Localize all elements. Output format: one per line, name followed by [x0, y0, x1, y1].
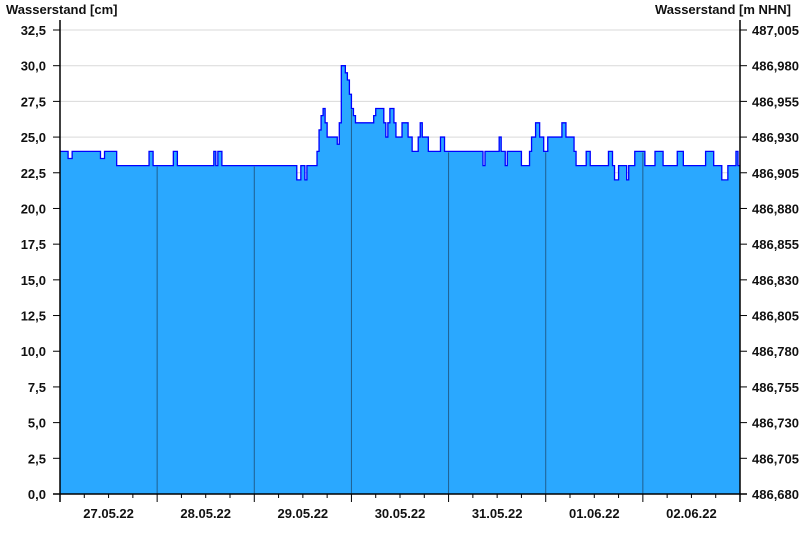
y-tick-label-right: 486,705	[752, 451, 799, 466]
series-line	[60, 65, 740, 181]
y-tick-label-right: 486,955	[752, 94, 799, 109]
y-tick-label-right: 486,980	[752, 59, 799, 74]
data-area	[60, 65, 740, 494]
x-tick-label: 28.05.22	[180, 506, 231, 521]
y-tick-label-right: 486,880	[752, 201, 799, 216]
y-tick-label-left: 12,5	[21, 309, 46, 324]
axes	[53, 20, 747, 502]
y-tick-label-right: 486,680	[752, 487, 799, 502]
tick-labels: 0,0 486,680 2,5 486,705 5,0 486,730 7,5 486,755…	[21, 23, 799, 521]
x-tick-label: 30.05.22	[375, 506, 426, 521]
x-tick-label: 29.05.22	[278, 506, 329, 521]
y-tick-label-left: 7,5	[28, 380, 46, 395]
y-tick-label-right: 486,905	[752, 166, 799, 181]
y-tick-label-left: 0,0	[28, 487, 46, 502]
y-tick-label-left: 32,5	[21, 23, 46, 38]
y-tick-label-left: 30,0	[21, 59, 46, 74]
day-separators	[156, 109, 644, 494]
y-tick-label-left: 22,5	[21, 166, 46, 181]
y-tick-label-right: 486,830	[752, 273, 799, 288]
x-tick-label: 31.05.22	[472, 506, 523, 521]
left-axis-title: Wasserstand [cm]	[6, 2, 118, 17]
y-tick-label-right: 487,005	[752, 23, 799, 38]
y-tick-label-left: 15,0	[21, 273, 46, 288]
y-tick-label-right: 486,930	[752, 130, 799, 145]
y-tick-label-left: 27,5	[21, 94, 46, 109]
x-tick-label: 01.06.22	[569, 506, 620, 521]
y-tick-label-right: 486,730	[752, 416, 799, 431]
area-fill	[60, 65, 740, 494]
x-tick-label: 02.06.22	[666, 506, 717, 521]
y-tick-label-left: 17,5	[21, 237, 46, 252]
x-tick-label: 27.05.22	[83, 506, 134, 521]
y-tick-label-right: 486,755	[752, 380, 799, 395]
y-tick-label-left: 5,0	[28, 416, 46, 431]
y-tick-label-left: 2,5	[28, 451, 46, 466]
y-tick-label-right: 486,855	[752, 237, 799, 252]
y-tick-label-left: 25,0	[21, 130, 46, 145]
y-tick-label-right: 486,805	[752, 309, 799, 324]
right-axis-title: Wasserstand [m NHN]	[655, 2, 791, 17]
y-tick-label-left: 20,0	[21, 201, 46, 216]
y-tick-label-right: 486,780	[752, 344, 799, 359]
y-tick-label-left: 10,0	[21, 344, 46, 359]
